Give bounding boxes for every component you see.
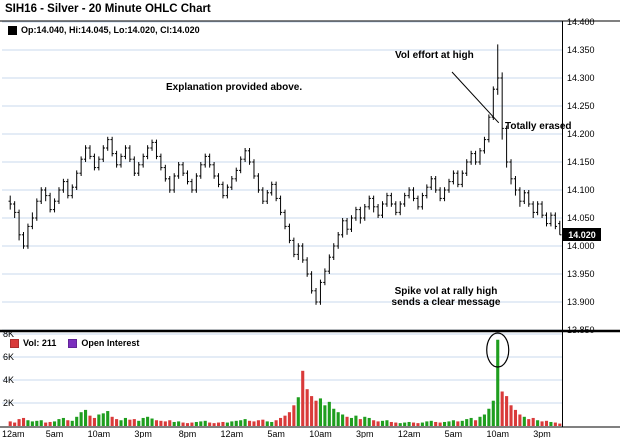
svg-text:14.150: 14.150 [567,157,595,167]
svg-text:4K: 4K [3,375,14,385]
svg-text:8K: 8K [3,329,14,339]
volume-legend: Vol: 211 Open Interest [10,338,139,348]
svg-text:12am: 12am [221,429,244,438]
annotation-spike-message: Spike vol at rally high sends a clear me… [376,286,516,308]
svg-text:14.400: 14.400 [567,17,595,27]
svg-text:14.050: 14.050 [567,213,595,223]
svg-text:10am: 10am [486,429,509,438]
svg-text:14.250: 14.250 [567,101,595,111]
svg-text:14.300: 14.300 [567,73,595,83]
chart-title: SIH16 - Silver - 20 Minute OHLC Chart [5,3,211,15]
ohlc-legend-label: Op:14.040, Hi:14.045, Lo:14.020, Cl:14.0… [21,25,200,35]
svg-text:6K: 6K [3,352,14,362]
volume-swatch-icon [10,338,19,348]
annotation-spike-line2: sends a clear message [391,297,501,308]
annotation-spike-line1: Spike vol at rally high [394,286,498,297]
svg-text:14.200: 14.200 [567,129,595,139]
svg-text:5am: 5am [267,429,285,438]
svg-text:14.350: 14.350 [567,45,595,55]
svg-text:13.950: 13.950 [567,269,595,279]
open-interest-swatch-icon [68,338,78,348]
svg-text:13.850: 13.850 [567,325,595,335]
last-price-tag: 14.020 [563,228,601,241]
svg-text:14.100: 14.100 [567,185,595,195]
annotation-explanation: Explanation provided above. [166,82,303,93]
svg-text:14.000: 14.000 [567,241,595,251]
svg-text:8pm: 8pm [179,429,197,438]
svg-text:5am: 5am [46,429,64,438]
svg-text:12am: 12am [398,429,421,438]
ohlc-swatch-icon [8,25,17,35]
ohlc-legend: Op:14.040, Hi:14.045, Lo:14.020, Cl:14.0… [8,25,200,35]
annotation-totally-erased: Totally erased [505,121,572,132]
svg-text:3pm: 3pm [356,429,374,438]
svg-text:5am: 5am [445,429,463,438]
svg-text:3pm: 3pm [134,429,152,438]
svg-text:13.900: 13.900 [567,297,595,307]
svg-text:12am: 12am [2,429,25,438]
open-interest-legend-label: Open Interest [81,338,140,348]
svg-text:3pm: 3pm [533,429,551,438]
svg-text:10am: 10am [309,429,332,438]
svg-text:2K: 2K [3,398,14,408]
volume-legend-label: Vol: 211 [23,338,57,348]
annotation-vol-effort: Vol effort at high [395,50,474,61]
svg-text:10am: 10am [88,429,111,438]
